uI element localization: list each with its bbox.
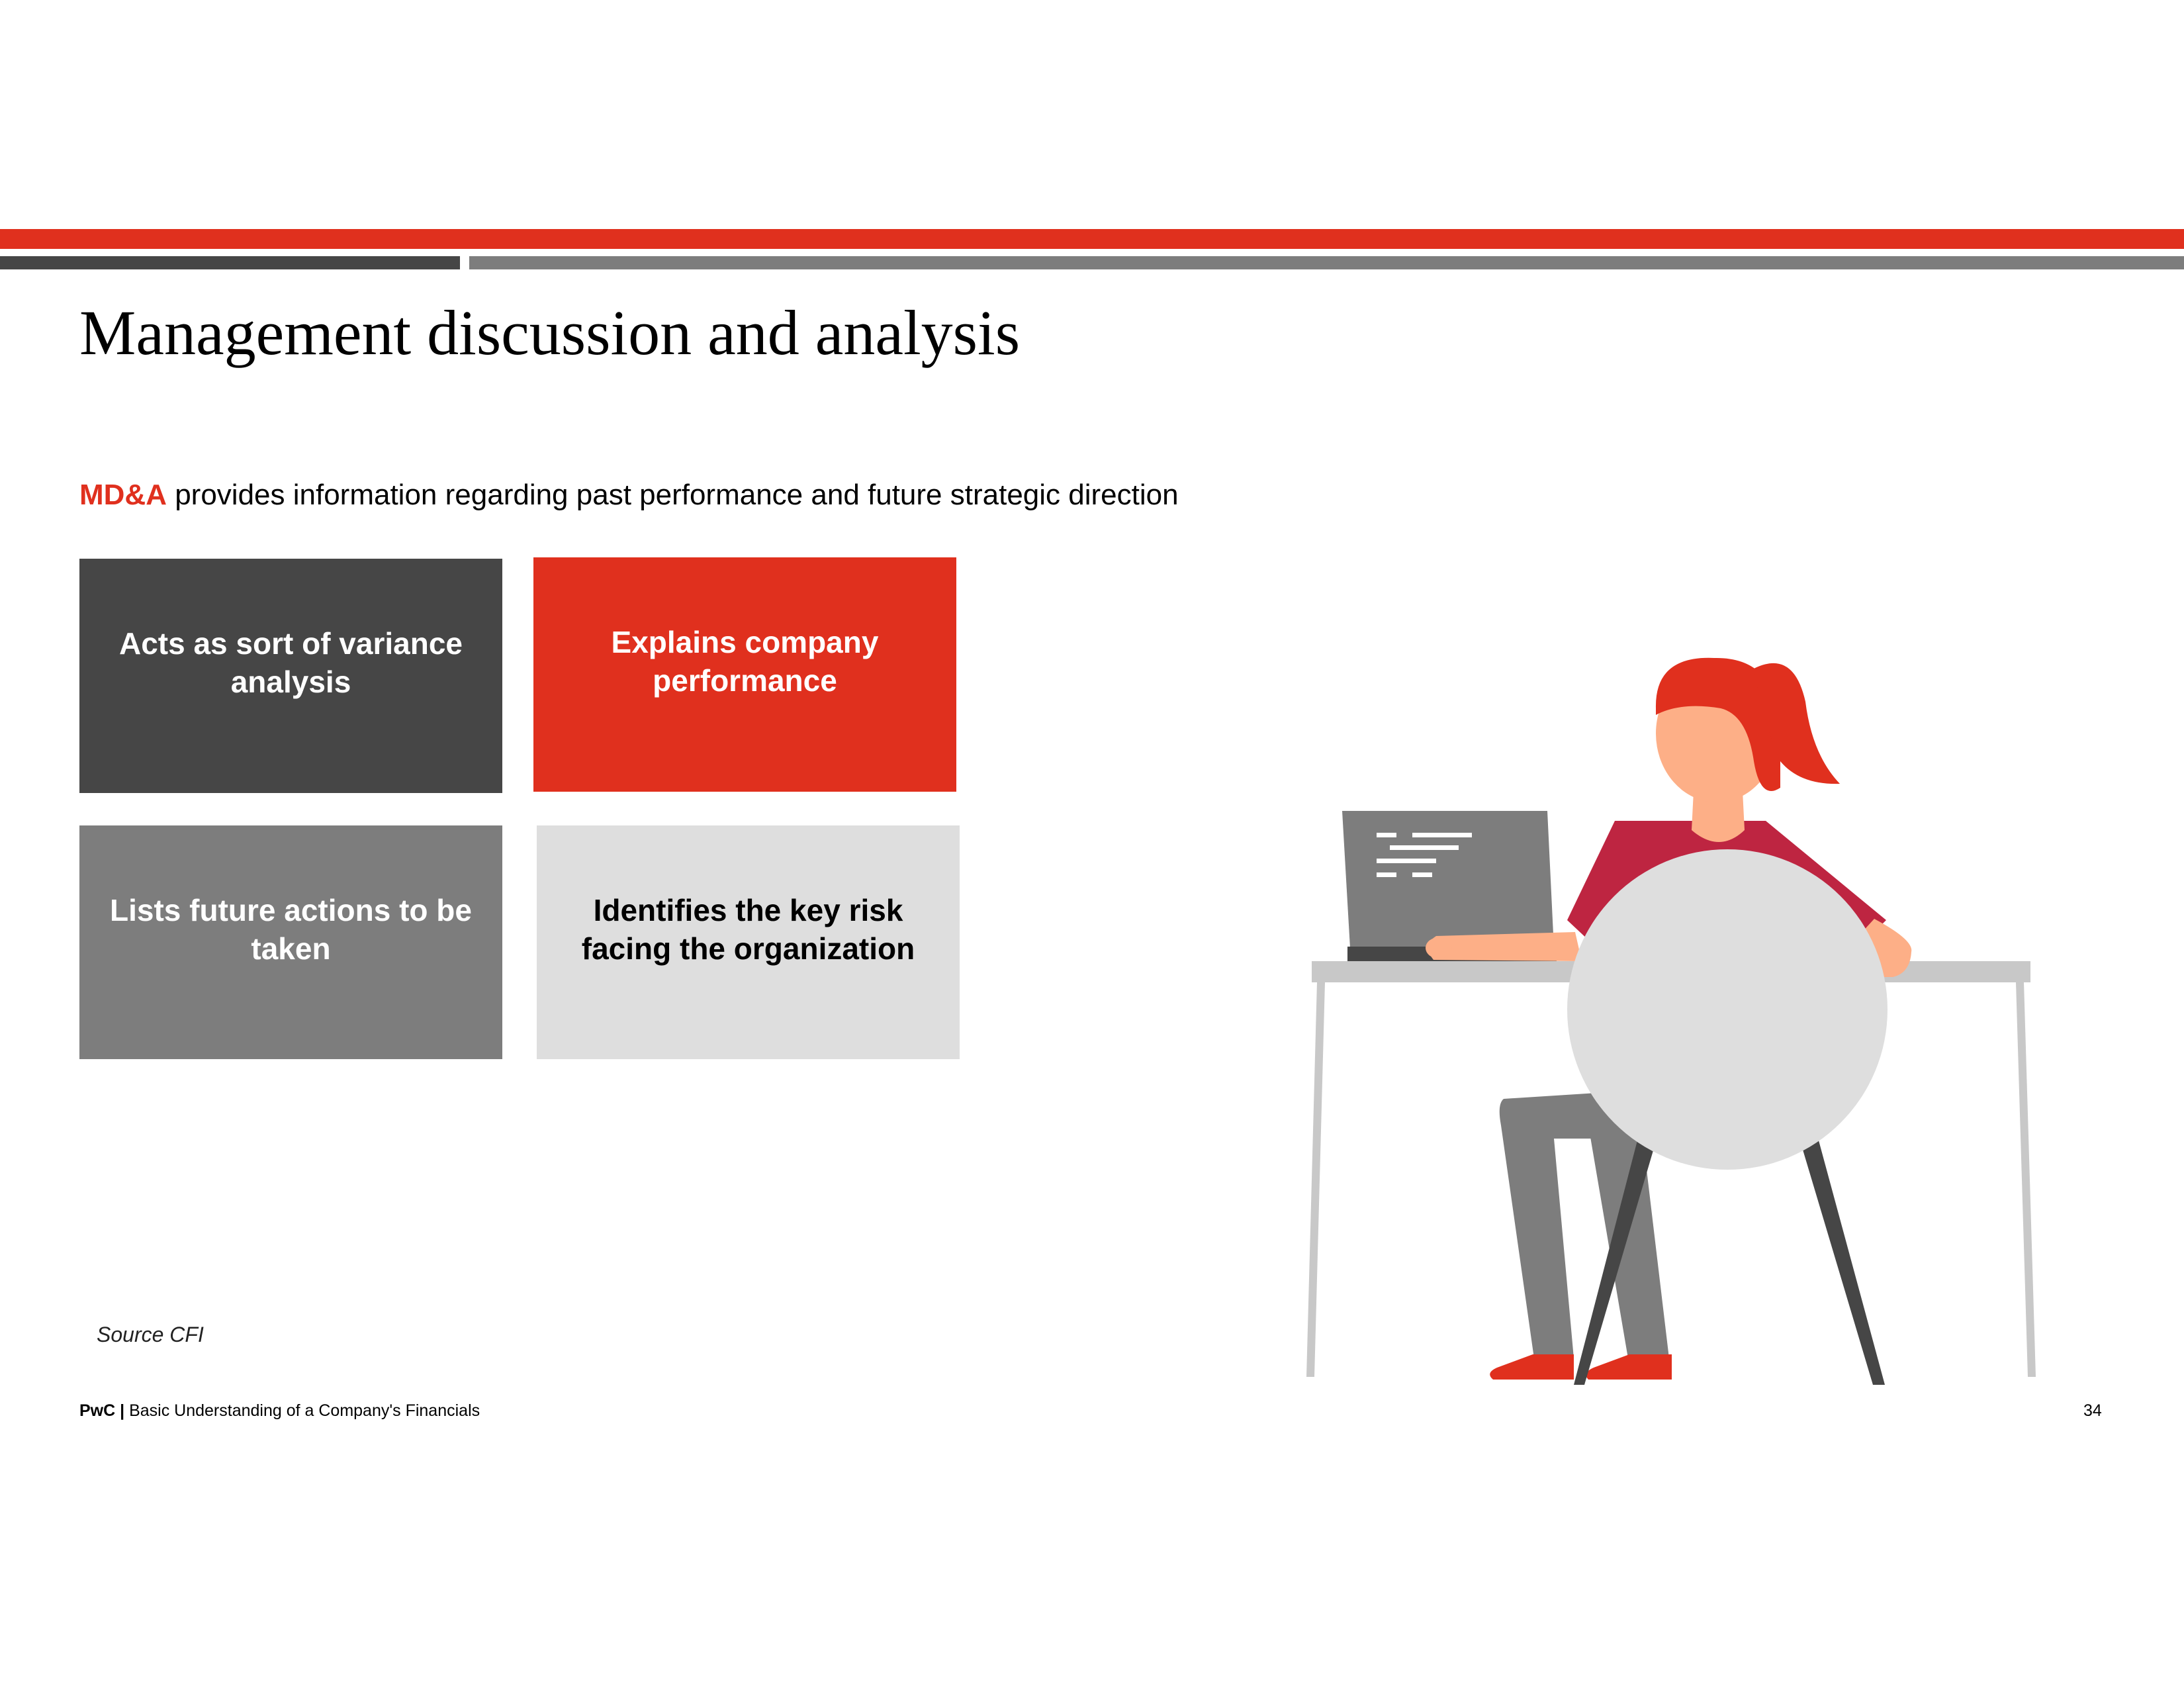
box-variance-analysis: Acts as sort of variance analysis: [79, 559, 502, 793]
person-at-laptop-illustration: [1306, 657, 2036, 1385]
box-company-performance: Explains company performance: [533, 557, 956, 792]
table-legs: [1306, 982, 2036, 1377]
footer: PwC | Basic Understanding of a Company's…: [79, 1401, 480, 1421]
person-legs: [1499, 1091, 1669, 1358]
intro-accent: MD&A: [79, 479, 167, 511]
footer-separator: |: [115, 1401, 130, 1420]
intro-text: MD&A provides information regarding past…: [79, 478, 1179, 513]
header-dark-bar: [0, 256, 460, 269]
person-arms: [1426, 919, 1912, 977]
page-number: 34: [2083, 1401, 2102, 1420]
footer-brand: PwC: [79, 1401, 116, 1420]
box-key-risk: Identifies the key risk facing the organ…: [537, 825, 960, 1059]
footer-text: Basic Understanding of a Company's Finan…: [129, 1401, 480, 1420]
chair-back: [1567, 849, 1888, 1170]
intro-body: provides information regarding past perf…: [166, 479, 1179, 511]
box-future-actions: Lists future actions to be taken: [79, 825, 502, 1059]
header-gray-bar: [469, 256, 2184, 269]
header-red-bar: [0, 229, 2184, 249]
source-note: Source CFI: [97, 1323, 204, 1346]
chair-legs: [1574, 1116, 1885, 1385]
page-title: Management discussion and analysis: [79, 297, 1021, 368]
person-head: [1655, 657, 1840, 802]
shoes-icon: [1490, 1354, 1672, 1380]
